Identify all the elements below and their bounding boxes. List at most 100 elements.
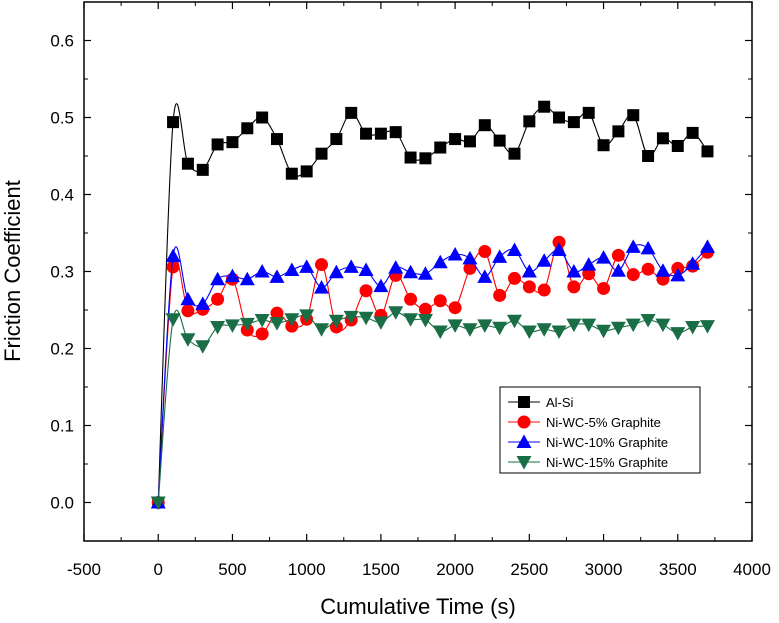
series-layer — [150, 100, 715, 510]
data-point — [642, 150, 655, 162]
data-point — [270, 133, 283, 146]
x-tick-label: 2000 — [436, 560, 474, 579]
data-point — [254, 314, 270, 328]
data-point — [404, 151, 417, 164]
data-point — [567, 280, 581, 294]
y-tick-label: 0.2 — [50, 340, 74, 359]
data-point — [610, 263, 626, 277]
y-axis: 0.0 0.1 0.2 0.3 0.4 0.5 0.6 — [50, 32, 752, 542]
data-point — [254, 264, 270, 278]
data-point — [255, 327, 269, 341]
series-al-si — [152, 100, 714, 509]
data-point — [358, 311, 374, 326]
data-point — [167, 116, 180, 129]
data-point — [581, 257, 597, 271]
legend-label: Ni-WC-10% Graphite — [546, 435, 668, 450]
data-point — [315, 258, 329, 272]
data-point — [404, 292, 418, 306]
data-point — [566, 318, 582, 333]
data-point — [596, 250, 612, 264]
data-point — [314, 323, 330, 337]
data-point — [611, 248, 625, 262]
data-point — [345, 106, 358, 119]
data-point — [433, 294, 447, 308]
data-point — [403, 313, 419, 327]
x-tick-label: 3500 — [659, 560, 697, 579]
data-point — [640, 240, 656, 255]
data-point — [447, 319, 463, 333]
data-point — [432, 325, 448, 340]
data-point — [388, 306, 404, 320]
data-point — [655, 318, 671, 333]
data-point — [150, 496, 166, 510]
data-point — [493, 134, 506, 147]
data-point — [686, 126, 699, 139]
data-point — [521, 264, 537, 278]
data-point — [492, 249, 508, 263]
legend-marker — [517, 415, 531, 429]
data-point — [417, 266, 433, 280]
data-point — [508, 147, 521, 160]
series-ni-wc-15-graphite — [150, 306, 715, 510]
data-point — [537, 283, 551, 297]
y-tick-label: 0.3 — [50, 263, 74, 282]
series-ni-wc-10-graphite — [150, 239, 715, 509]
data-point — [671, 139, 684, 152]
data-point — [506, 314, 522, 329]
x-tick-label: 1500 — [362, 560, 400, 579]
data-point — [284, 313, 300, 327]
data-point — [180, 333, 196, 347]
data-point — [330, 133, 343, 146]
data-point — [670, 327, 686, 341]
x-tick-label: 3000 — [585, 560, 623, 579]
data-point — [506, 242, 522, 256]
data-point — [566, 264, 582, 278]
data-point — [328, 314, 344, 329]
legend-box — [499, 386, 701, 474]
data-point — [211, 138, 224, 151]
data-point — [626, 268, 640, 282]
data-point — [328, 264, 344, 279]
data-point — [478, 244, 492, 258]
data-point — [477, 319, 493, 333]
data-point — [360, 127, 373, 140]
data-point — [553, 111, 566, 124]
data-point — [462, 250, 478, 265]
data-point — [536, 323, 552, 337]
legend-marker — [516, 434, 532, 448]
legend-label: Ni-WC-15% Graphite — [546, 455, 668, 470]
x-tick-label: 0 — [153, 560, 162, 579]
y-axis-title: Friction Coefficient — [0, 180, 25, 362]
data-point — [256, 111, 269, 124]
data-point — [625, 239, 641, 253]
data-point — [463, 261, 477, 275]
data-point — [523, 115, 536, 128]
data-point — [701, 145, 714, 158]
data-point — [181, 157, 194, 170]
x-tick-label: -500 — [67, 560, 101, 579]
data-point — [211, 292, 225, 306]
data-point — [210, 271, 226, 286]
legend-label: Ni-WC-5% Graphite — [546, 415, 661, 430]
data-point — [447, 247, 463, 261]
data-point — [403, 264, 419, 279]
data-point — [597, 281, 611, 295]
legend-label: Al-Si — [546, 395, 574, 410]
data-point — [388, 260, 404, 274]
data-point — [449, 133, 462, 146]
data-point — [181, 304, 195, 318]
data-point — [538, 100, 551, 113]
data-point — [551, 242, 567, 256]
data-point — [359, 284, 373, 298]
data-point — [641, 262, 655, 276]
data-point — [536, 253, 552, 267]
data-point — [478, 119, 491, 132]
legend-marker — [518, 396, 530, 408]
data-point — [492, 321, 508, 336]
data-point — [195, 340, 211, 354]
data-point — [285, 167, 298, 180]
data-point — [610, 321, 626, 336]
data-point — [493, 288, 507, 302]
data-point — [627, 109, 640, 122]
